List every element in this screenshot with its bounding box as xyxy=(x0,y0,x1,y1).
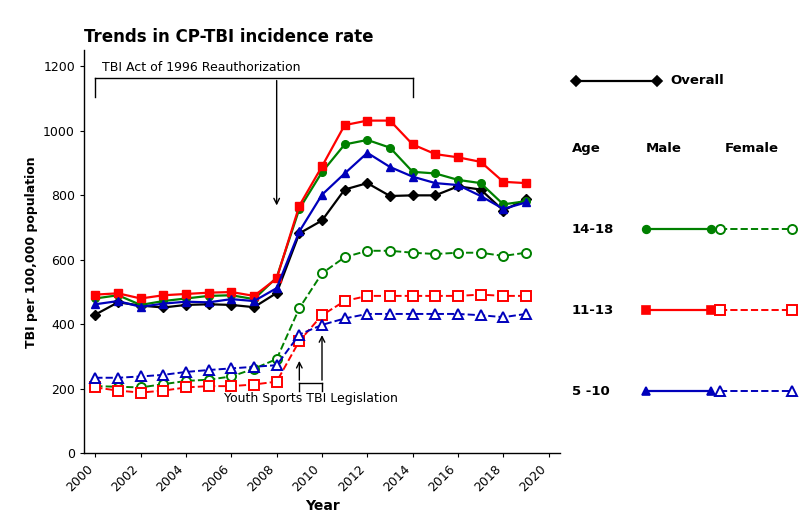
Y-axis label: TBI per 100,000 population: TBI per 100,000 population xyxy=(25,156,38,348)
Text: Overall: Overall xyxy=(670,74,724,87)
X-axis label: Year: Year xyxy=(305,499,339,514)
Text: 14-18: 14-18 xyxy=(572,223,614,236)
Text: 5 -10: 5 -10 xyxy=(572,385,610,398)
Text: Trends in CP-TBI incidence rate: Trends in CP-TBI incidence rate xyxy=(84,28,374,46)
Text: Male: Male xyxy=(646,142,682,155)
Text: 11-13: 11-13 xyxy=(572,304,614,317)
Text: TBI Act of 1996 Reauthorization: TBI Act of 1996 Reauthorization xyxy=(102,61,301,74)
Text: Female: Female xyxy=(724,142,778,155)
Text: Youth Sports TBI Legislation: Youth Sports TBI Legislation xyxy=(224,392,398,405)
Text: Age: Age xyxy=(572,142,601,155)
